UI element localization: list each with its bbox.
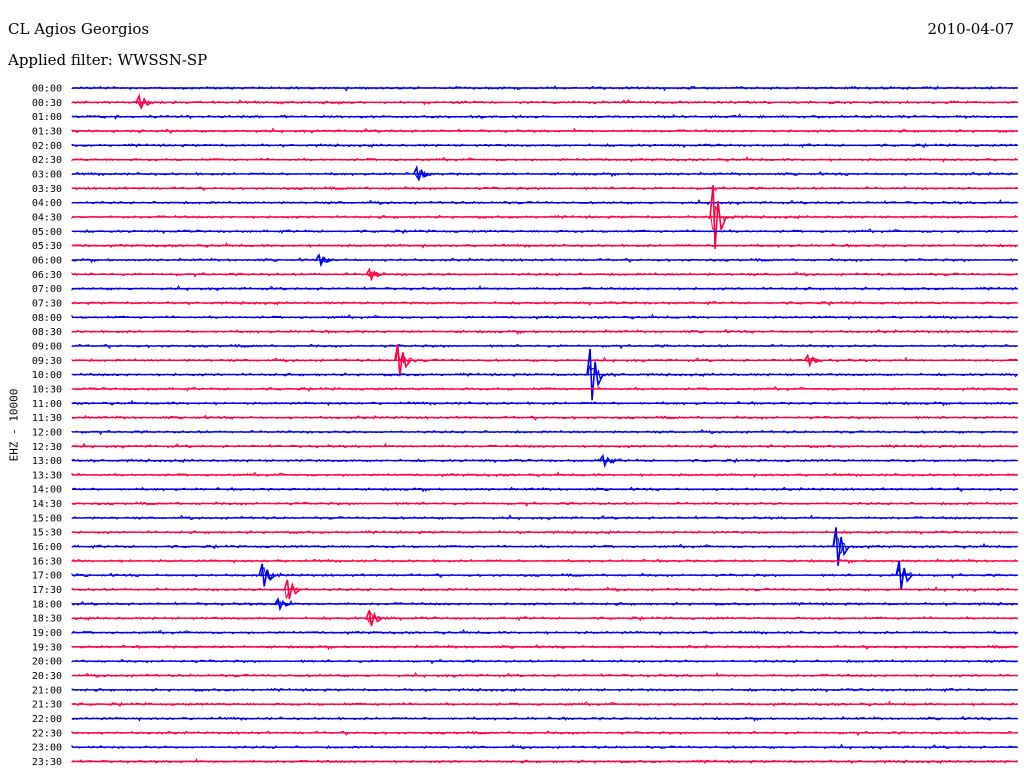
row-time-label: 12:30 [32,442,62,453]
seismic-event [804,353,821,368]
row-time-label: 07:00 [32,284,62,295]
row-time-label: 19:30 [32,642,62,653]
row-time-label: 15:30 [32,528,62,539]
filter-label: Applied filter: WWSSN-SP [8,51,208,69]
seismic-event [412,164,431,181]
row-time-label: 20:30 [32,671,62,682]
row-time-label: 20:00 [32,657,62,668]
seismic-event [258,563,276,587]
seismic-event [394,344,412,377]
row-time-label: 11:00 [32,399,62,410]
row-time-label: 01:30 [32,126,62,137]
seismic-event [283,579,301,600]
row-time-label: 18:00 [32,599,62,610]
seismic-event [599,453,617,469]
seismic-event [315,253,333,268]
row-time-label: 16:30 [32,556,62,567]
row-time-label: 13:30 [32,470,62,481]
row-time-label: 07:30 [32,298,62,309]
row-time-label: 01:00 [32,112,62,123]
row-time-label: 16:00 [32,542,62,553]
row-time-label: 00:30 [32,98,62,109]
row-time-label: 13:00 [32,456,62,467]
row-time-label: 11:30 [32,413,62,424]
trace-line [71,205,1018,231]
row-time-label: 08:00 [32,313,62,324]
seismic-event [709,184,727,250]
row-time-label: 03:00 [32,169,62,180]
row-time-label: 02:30 [32,155,62,166]
row-time-label: 10:00 [32,370,62,381]
row-time-label: 18:30 [32,614,62,625]
row-time-label: 04:00 [32,198,62,209]
seismic-event [274,596,292,612]
seismic-event [586,348,604,401]
station-title: CL Agios Georgios [8,20,150,38]
row-time-label: 12:00 [32,427,62,438]
row-time-label: 05:00 [32,227,62,238]
trace-line [71,364,1018,380]
row-time-label: 02:00 [32,141,62,152]
trace-line [71,585,1018,599]
row-time-label: 17:00 [32,571,62,582]
row-time-label: 19:00 [32,628,62,639]
row-time-label: 06:00 [32,255,62,266]
trace-line [71,566,1018,580]
row-time-label: 14:00 [32,485,62,496]
row-time-label: 08:30 [32,327,62,338]
row-time-label: 22:00 [32,714,62,725]
row-time-label: 05:30 [32,241,62,252]
row-time-label: 09:00 [32,341,62,352]
row-time-label: 17:30 [32,585,62,596]
row-time-label: 03:30 [32,184,62,195]
trace-line [71,533,1018,555]
date-label: 2010-04-07 [927,20,1014,38]
row-time-label: 21:30 [32,700,62,711]
row-time-label: 23:30 [32,757,62,768]
row-time-label: 15:00 [32,513,62,524]
seismic-event [365,609,383,627]
seismic-event [135,93,153,109]
row-time-label: 04:30 [32,212,62,223]
row-time-label: 21:00 [32,685,62,696]
row-time-label: 10:30 [32,384,62,395]
seismic-event [365,267,383,282]
seismic-event [895,560,913,590]
row-time-label: 23:00 [32,743,62,754]
row-time-label: 14:30 [32,499,62,510]
trace-line [71,611,1018,624]
row-time-label: 06:30 [32,270,62,281]
row-time-label: 09:30 [32,356,62,367]
row-time-label: 22:30 [32,728,62,739]
seismic-event [832,527,850,566]
row-time-label: 00:00 [32,84,62,95]
